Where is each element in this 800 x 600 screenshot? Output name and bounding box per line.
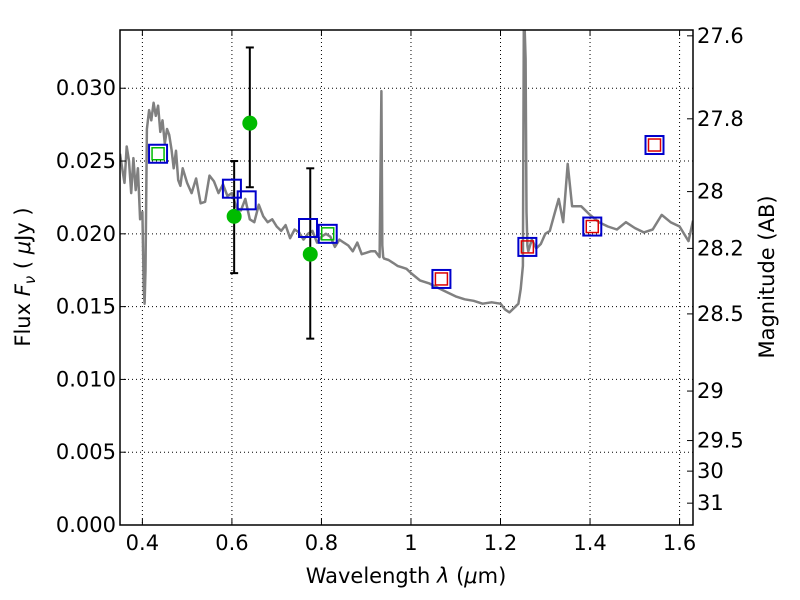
model-box-marker (236, 190, 257, 211)
model-box-marker (582, 216, 603, 237)
y-tick-labels: 0.000 0.005 0.010 0.015 0.020 0.025 0.030 (56, 76, 116, 537)
observed-point (302, 246, 318, 262)
inner-box-marker (434, 272, 449, 286)
y2-tick-label: 28.2 (697, 236, 744, 260)
y2-tick-label: 31 (697, 491, 724, 515)
y-tick-label: 0.010 (56, 367, 116, 391)
y-tick-label: 0.020 (56, 222, 116, 246)
plot-area (120, 30, 693, 340)
y2-tick-label: 29.5 (697, 429, 744, 453)
plot-frame (119, 29, 694, 526)
grid-lines (120, 30, 693, 526)
model-box-marker (517, 236, 538, 257)
series-layer (120, 30, 693, 340)
x-tick-label: 1 (404, 531, 417, 555)
observed-point (242, 115, 258, 131)
y2-tick-labels: 27.6 27.8 28 28.2 28.5 29 29.5 30 31 (697, 24, 744, 515)
y2-tick-label: 30 (697, 459, 724, 483)
inner-box-marker (151, 147, 165, 161)
y-tick-label: 0.030 (56, 76, 116, 100)
x-tick-label: 0.8 (305, 531, 338, 555)
x-tick-labels: 0.4 0.6 0.8 1 1.2 1.4 1.6 (126, 531, 697, 555)
y2-tick-label: 28 (697, 180, 724, 204)
y-tick-label: 0.000 (56, 513, 116, 537)
y-tick-label: 0.025 (56, 149, 116, 173)
y2-tick-label: 29 (697, 379, 724, 403)
inner-box-marker (647, 138, 662, 152)
y-tick-label: 0.015 (56, 295, 116, 319)
model-box-marker (431, 268, 452, 289)
y2-tick-label: 27.8 (697, 107, 744, 131)
x-tick-label: 1.6 (663, 531, 696, 555)
x-tick-label: 0.6 (215, 531, 248, 555)
y-tick-label: 0.005 (56, 440, 116, 464)
model-box-marker (317, 223, 338, 244)
model-box-marker (221, 178, 242, 199)
inner-box-marker (585, 219, 600, 234)
x-tick-label: 0.4 (126, 531, 159, 555)
x-tick-label: 1.4 (573, 531, 606, 555)
model-box-marker (644, 135, 665, 156)
model-box-marker (148, 143, 169, 164)
inner-box-marker (320, 227, 335, 241)
observed-point (226, 208, 242, 224)
y2-axis-label: Magnitude (AB) (755, 195, 779, 358)
x-axis-label: Wavelength λ (μm) (306, 564, 507, 588)
y2-tick-label: 27.6 (697, 24, 744, 48)
y2-tick-label: 28.5 (697, 302, 744, 326)
tick-marks (120, 30, 693, 526)
x-tick-label: 1.2 (484, 531, 517, 555)
model-spectrum-line (120, 30, 693, 314)
model-box-marker (298, 218, 319, 238)
y-axis-label: Flux Fν ( μJy ) (11, 207, 39, 346)
inner-box-marker (520, 240, 535, 254)
